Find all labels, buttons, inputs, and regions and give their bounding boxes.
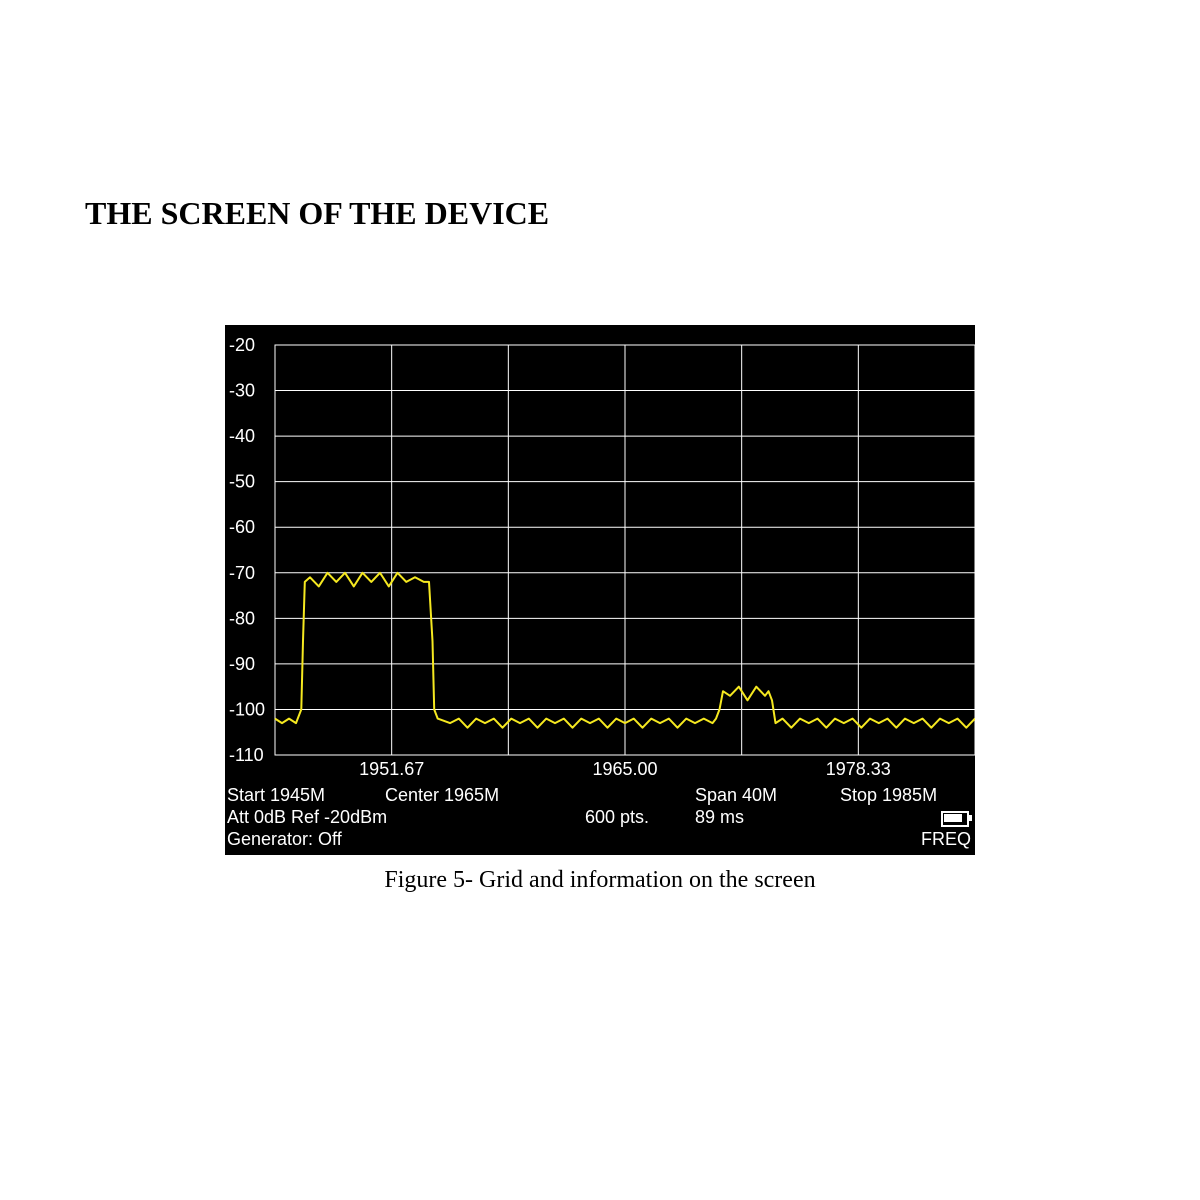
spectrum-plot: -20 -30 -40 -50 -60 -70 -80 -90 -100 -110 1951.67 1… (225, 325, 975, 855)
svg-text:-80: -80 (229, 608, 255, 628)
svg-text:-20: -20 (229, 335, 255, 355)
page: THE SCREEN OF THE DEVICE -20 -30 -40 -50 -60… (0, 0, 1200, 1200)
figure-caption: Figure 5- Grid and information on the sc… (225, 867, 975, 894)
info-sweep: 89 ms (695, 807, 744, 828)
svg-text:-110: -110 (229, 745, 264, 765)
section-heading: THE SCREEN OF THE DEVICE (85, 195, 549, 232)
svg-text:1978.33: 1978.33 (826, 759, 891, 779)
svg-text:-50: -50 (229, 472, 255, 492)
figure-wrap: -20 -30 -40 -50 -60 -70 -80 -90 -100 -110 1951.67 1… (225, 325, 975, 894)
info-stop: Stop 1985M (840, 785, 937, 806)
info-span: Span 40M (695, 785, 777, 806)
svg-text:-100: -100 (229, 699, 265, 719)
svg-text:1965.00: 1965.00 (592, 759, 657, 779)
battery-icon (941, 811, 969, 827)
svg-text:-90: -90 (229, 654, 255, 674)
svg-text:-40: -40 (229, 426, 255, 446)
info-start: Start 1945M (227, 785, 325, 806)
info-mode: FREQ (921, 829, 971, 850)
device-screen: -20 -30 -40 -50 -60 -70 -80 -90 -100 -110 1951.67 1… (225, 325, 975, 855)
info-center: Center 1965M (385, 785, 499, 806)
svg-text:-30: -30 (229, 381, 255, 401)
svg-text:1951.67: 1951.67 (359, 759, 424, 779)
info-att-ref: Att 0dB Ref -20dBm (227, 807, 387, 828)
info-generator: Generator: Off (227, 829, 342, 850)
info-points: 600 pts. (585, 807, 649, 828)
svg-text:-70: -70 (229, 563, 255, 583)
svg-text:-60: -60 (229, 517, 255, 537)
